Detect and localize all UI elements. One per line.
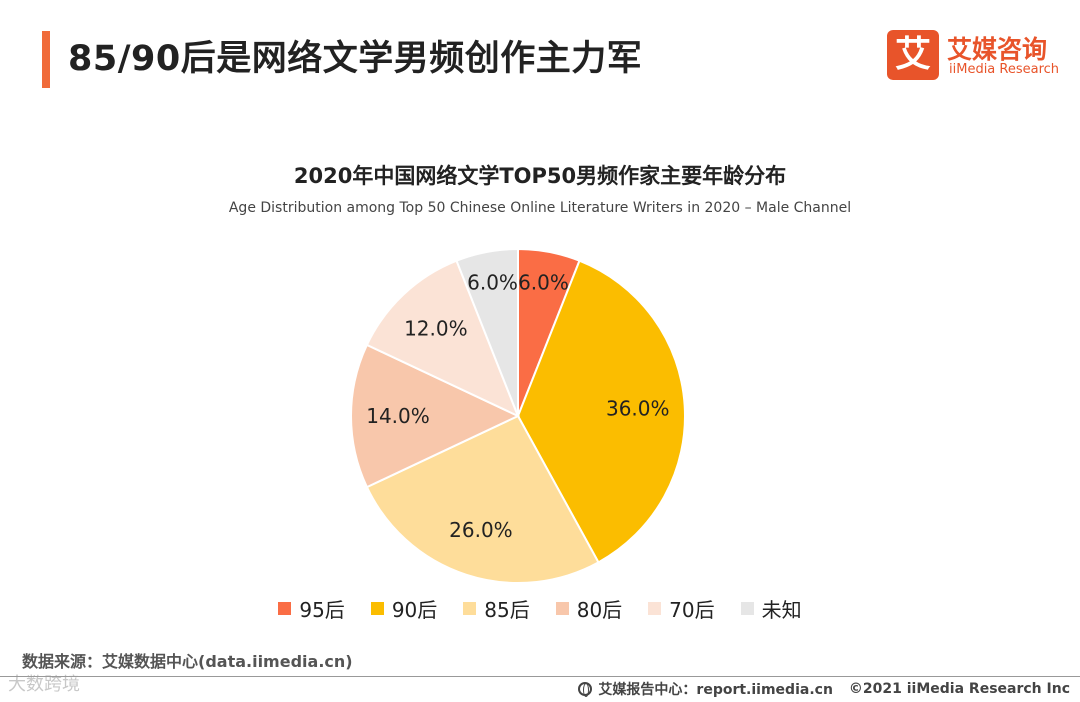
footer: 艾媒报告中心：report.iimedia.cn ©2021 iiMedia R… [578, 679, 1070, 699]
pie-slice-2 [516, 259, 686, 564]
chart-legend: 95后 90后 85后 80后 70后 未知 [0, 594, 1080, 623]
pie-slice-6 [455, 247, 519, 417]
legend-item-4: 80后 [555, 594, 623, 623]
legend-item-2: 90后 [370, 594, 438, 623]
legend-swatch-4 [555, 602, 569, 615]
watermark: 大数跨境 [8, 674, 80, 695]
pie-label-1: 6.0% [518, 270, 569, 294]
pie-label-4: 14.0% [366, 404, 430, 428]
footer-report: 艾媒报告中心：report.iimedia.cn [598, 682, 833, 698]
page-title: 85/90后是网络文学男频创作主力军 [68, 39, 643, 79]
legend-swatch-1 [278, 602, 292, 615]
footer-divider [0, 676, 1080, 677]
legend-item-1: 95后 [278, 594, 345, 623]
legend-label-3: 85后 [484, 598, 530, 622]
logo-cn-text: 艾媒咨询 [947, 35, 1048, 64]
pie-slice-3 [365, 414, 600, 584]
legend-label-5: 70后 [669, 598, 715, 622]
chart-title: 2020年中国网络文学TOP50男频作家主要年龄分布 [293, 164, 787, 188]
legend-label-2: 90后 [391, 598, 438, 622]
legend-item-5: 70后 [648, 594, 715, 623]
legend-swatch-6 [740, 602, 754, 615]
globe-icon [578, 682, 593, 697]
legend-label-4: 80后 [576, 598, 623, 622]
data-source: 数据来源：艾媒数据中心(data.iimedia.cn) [22, 652, 353, 671]
legend-swatch-3 [463, 602, 477, 615]
legend-label-6: 未知 [761, 598, 802, 622]
brand-logo: 艾 艾媒咨询 iiMedia Research [887, 28, 1067, 86]
legend-item-3: 85后 [463, 594, 530, 623]
legend-swatch-5 [648, 602, 662, 615]
title-accent-bar [42, 31, 50, 88]
pie-slice-4 [350, 343, 521, 489]
footer-copyright: ©2021 iiMedia Research Inc [848, 681, 1070, 697]
legend-swatch-2 [370, 602, 384, 615]
pie-label-2: 36.0% [606, 396, 670, 420]
legend-label-1: 95后 [299, 598, 345, 622]
pie-label-5: 12.0% [404, 317, 468, 341]
pie-slice-5 [365, 259, 520, 418]
pie-label-6: 6.0% [467, 270, 518, 294]
logo-mark-icon: 艾 [887, 30, 939, 80]
pie-label-3: 26.0% [449, 518, 513, 542]
logo-en-text: iiMedia Research [949, 62, 1060, 77]
chart-subtitle: Age Distribution among Top 50 Chinese On… [228, 200, 852, 216]
legend-item-6: 未知 [740, 594, 802, 623]
